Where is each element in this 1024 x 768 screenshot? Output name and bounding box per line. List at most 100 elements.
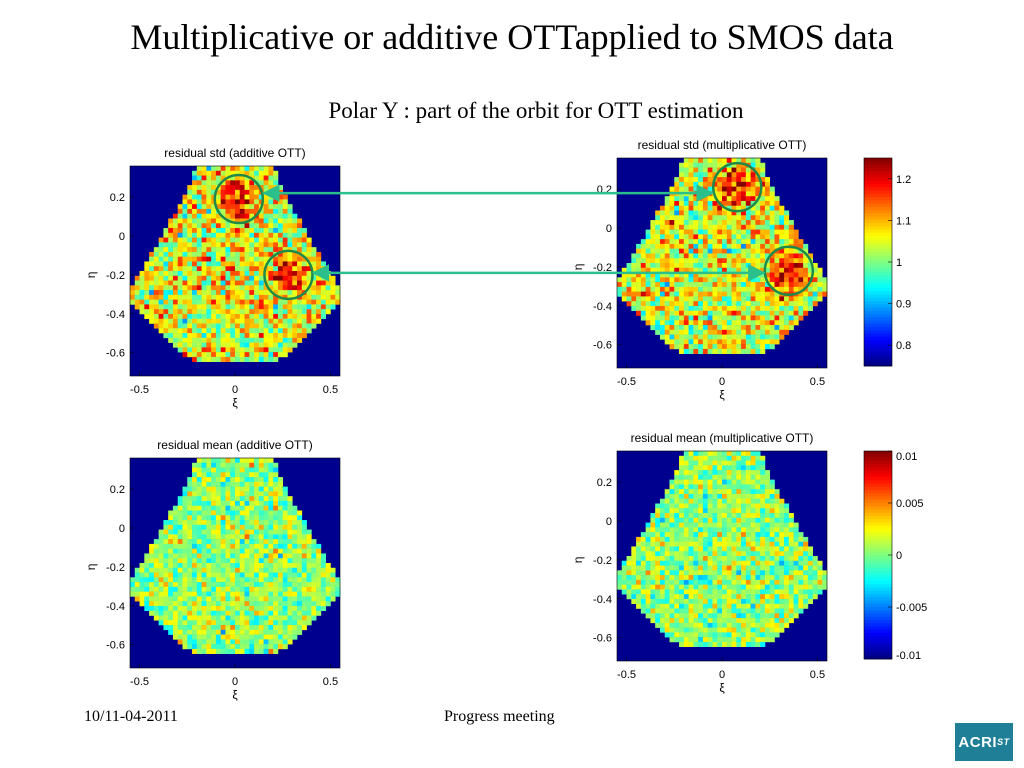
heatmap-cell — [655, 296, 661, 302]
heatmap-cell — [254, 251, 260, 257]
heatmap-cell — [301, 563, 307, 569]
heatmap-cell — [239, 634, 245, 640]
heatmap-cell — [764, 637, 771, 643]
heatmap-cell — [736, 522, 742, 528]
heatmap-cell — [722, 565, 728, 571]
heatmap-cell — [263, 299, 269, 305]
heatmap-cell — [277, 232, 284, 238]
heatmap-cell — [645, 589, 651, 595]
heatmap-cell — [196, 520, 202, 526]
heatmap-cell — [659, 575, 666, 581]
heatmap-cell — [225, 477, 231, 483]
heatmap-cell — [196, 648, 202, 654]
heatmap-cell — [688, 556, 694, 562]
heatmap-cell — [182, 610, 188, 616]
heatmap-cell — [230, 242, 236, 248]
heatmap-cell — [764, 575, 771, 581]
heatmap-cell — [750, 551, 756, 557]
heatmap-cell — [698, 229, 704, 235]
heatmap-cell — [201, 271, 207, 277]
heatmap-cell — [225, 462, 231, 468]
heatmap-cell — [268, 208, 274, 215]
heatmap-cell — [235, 280, 241, 286]
heatmap-cell — [779, 315, 785, 321]
heatmap-cell — [211, 318, 217, 324]
heatmap-cell — [722, 489, 728, 495]
heatmap-cell — [158, 582, 164, 588]
heatmap-cell — [225, 558, 231, 564]
heatmap-cell — [263, 194, 269, 200]
heatmap-cell — [192, 323, 198, 329]
heatmap-cell — [187, 515, 193, 521]
heatmap-cell — [621, 565, 627, 571]
heatmap-cell — [717, 560, 723, 566]
heatmap-cell — [640, 243, 646, 249]
heatmap-cell — [784, 234, 790, 240]
heatmap-cell — [750, 344, 756, 350]
heatmap-cell — [239, 352, 245, 358]
heatmap-cell — [745, 455, 751, 461]
heatmap-cell — [745, 613, 751, 619]
heatmap-cell — [650, 325, 656, 331]
heatmap-cell — [722, 484, 728, 490]
heatmap-cell — [144, 577, 150, 583]
y-tick-label: -0.4 — [593, 301, 612, 313]
heatmap-cell — [760, 277, 766, 283]
heatmap-cell — [726, 598, 732, 605]
heatmap-cell — [163, 591, 169, 597]
heatmap-cell — [220, 491, 226, 497]
heatmap-cell — [192, 271, 198, 277]
heatmap-cell — [287, 247, 293, 253]
heatmap-cell — [664, 603, 670, 609]
heatmap-cell — [297, 548, 303, 554]
y-tick-label: -0.6 — [106, 348, 125, 360]
heatmap-cell — [645, 565, 651, 571]
heatmap-cell — [273, 261, 279, 267]
heatmap-cell — [788, 310, 794, 316]
heatmap-cell — [769, 291, 775, 297]
heatmap-cell — [277, 601, 284, 607]
heatmap-cell — [779, 508, 785, 514]
heatmap-cell — [258, 620, 264, 626]
heatmap-cell — [736, 455, 742, 461]
heatmap-cell — [268, 472, 274, 478]
heatmap-cell — [769, 484, 775, 490]
heatmap-cell — [707, 551, 713, 557]
heatmap-cell — [201, 510, 207, 516]
heatmap-cell — [220, 543, 226, 549]
heatmap-cell — [263, 208, 269, 215]
heatmap-cell — [755, 498, 761, 504]
heatmap-cell — [187, 605, 193, 612]
heatmap-cell — [741, 493, 747, 500]
heatmap-cell — [277, 285, 284, 291]
heatmap-cell — [287, 242, 293, 248]
heatmap-cell — [683, 489, 689, 495]
heatmap-cell — [717, 239, 723, 245]
heatmap-cell — [172, 271, 179, 277]
heatmap-cell — [722, 162, 728, 168]
heatmap-cell — [230, 548, 236, 554]
heatmap-cell — [683, 627, 689, 633]
heatmap-cell — [206, 304, 212, 310]
heatmap-cell — [693, 618, 699, 624]
heatmap-cell — [717, 622, 723, 628]
heatmap-cell — [779, 551, 785, 557]
heatmap-cell — [669, 272, 675, 278]
heatmap-cell — [769, 325, 775, 331]
heatmap-cell — [631, 589, 637, 595]
heatmap-cell — [244, 481, 250, 487]
heatmap-cell — [292, 553, 298, 559]
heatmap-cell — [225, 620, 231, 626]
heatmap-cell — [244, 323, 250, 329]
heatmap-cell — [215, 166, 221, 172]
heatmap-cell — [187, 309, 193, 315]
heatmap-cell — [760, 224, 766, 230]
heatmap-cell — [230, 223, 236, 229]
heatmap-cell — [235, 323, 241, 329]
heatmap-cell — [621, 291, 627, 297]
heatmap-cell — [192, 356, 198, 362]
heatmap-cell — [235, 275, 241, 281]
heatmap-cell — [230, 620, 236, 626]
heatmap-cell — [225, 323, 231, 329]
heatmap-cell — [764, 508, 771, 514]
